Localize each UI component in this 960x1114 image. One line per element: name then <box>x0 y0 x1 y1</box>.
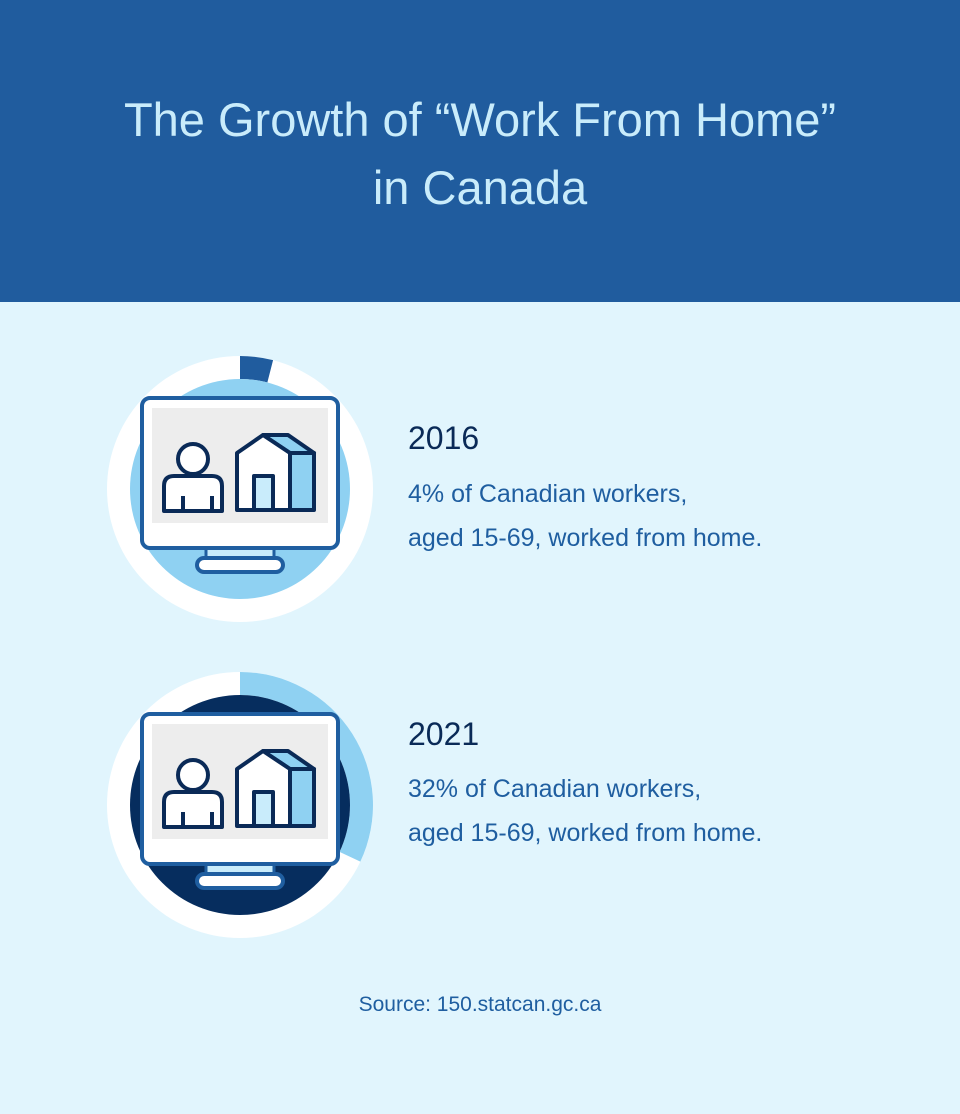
ring-progress-arc <box>240 672 373 862</box>
title-line-1: The Growth of “Work From Home” <box>123 93 837 146</box>
stat-description-2016: 4% of Canadian workers, aged 15-69, work… <box>408 472 762 560</box>
header-banner: The Growth of “Work From Home” in Canada <box>0 0 960 302</box>
house-icon <box>235 433 316 512</box>
person-icon <box>162 442 224 513</box>
progress-ring-2016 <box>105 354 375 624</box>
person-icon <box>162 758 224 829</box>
stat-year-2016: 2016 <box>408 420 480 456</box>
source-note: Source: 150.statcan.gc.ca <box>358 993 602 1016</box>
stat-line: 4% of Canadian workers, <box>408 480 688 508</box>
ring-progress-arc <box>240 356 274 383</box>
progress-ring-2021 <box>105 670 375 940</box>
stat-line: 32% of Canadian workers, <box>408 775 702 803</box>
page-title: The Growth of “Work From Home” in Canada <box>0 86 960 222</box>
stat-line: aged 15-69, worked from home. <box>408 524 763 552</box>
house-icon <box>235 749 316 828</box>
title-line-2: in Canada <box>372 161 588 214</box>
stat-description-2021: 32% of Canadian workers, aged 15-69, wor… <box>408 767 762 855</box>
stat-year-2021: 2021 <box>408 716 480 752</box>
stat-line: aged 15-69, worked from home. <box>408 819 763 847</box>
